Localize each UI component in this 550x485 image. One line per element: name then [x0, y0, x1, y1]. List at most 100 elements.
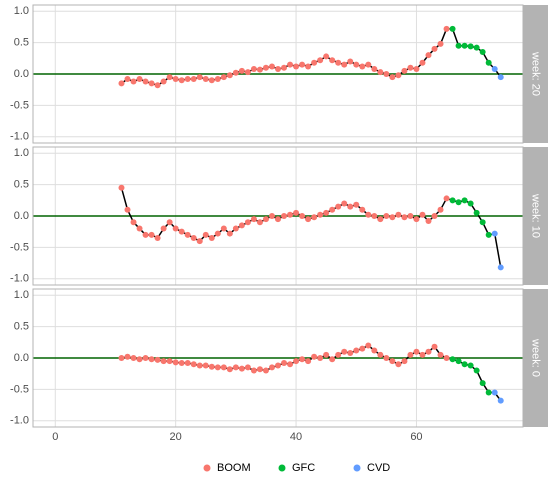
point [335, 59, 342, 66]
point [401, 67, 408, 74]
point [365, 342, 372, 349]
point [383, 355, 390, 361]
point [124, 206, 131, 213]
point [389, 74, 396, 81]
point [401, 214, 408, 221]
point [220, 74, 227, 81]
point [244, 69, 251, 76]
point [154, 234, 161, 241]
y-tick-label: 1.0 [14, 289, 29, 301]
point [443, 195, 450, 202]
y-tick-label: 0.5 [14, 37, 29, 49]
point [383, 71, 390, 77]
point [244, 219, 251, 226]
point [166, 74, 173, 81]
point [371, 347, 378, 354]
point [341, 61, 348, 68]
point [377, 351, 384, 358]
point [419, 351, 426, 358]
point [142, 78, 149, 85]
legend-marker [353, 464, 361, 472]
point [268, 63, 275, 70]
strip [523, 5, 548, 143]
point [395, 211, 402, 218]
point [293, 358, 300, 365]
y-tick-label: -0.5 [10, 99, 29, 111]
point [262, 216, 269, 223]
point [202, 231, 209, 238]
point [407, 213, 414, 219]
point [275, 65, 281, 72]
legend-label: GFC [292, 462, 315, 474]
point [449, 25, 456, 32]
x-tick-label: 20 [170, 431, 182, 443]
point [299, 213, 306, 219]
point [166, 358, 173, 365]
point [190, 234, 197, 241]
y-tick-label: 1.0 [14, 147, 29, 159]
point [479, 380, 486, 387]
point [455, 42, 462, 49]
point [449, 356, 456, 363]
point [142, 231, 149, 238]
point [359, 63, 366, 70]
point [467, 362, 474, 369]
point [262, 367, 269, 374]
point [437, 40, 444, 47]
point [455, 358, 462, 365]
point [202, 362, 209, 369]
point [467, 43, 474, 50]
point [317, 211, 324, 218]
point [371, 213, 378, 219]
point [419, 59, 426, 66]
point [473, 209, 480, 216]
point [184, 360, 191, 367]
point [425, 348, 432, 355]
point [425, 52, 432, 59]
point [118, 80, 125, 87]
point [124, 76, 131, 83]
point [431, 213, 438, 219]
point [473, 44, 480, 51]
point [449, 197, 456, 204]
point [497, 397, 504, 404]
point [281, 213, 288, 219]
point [353, 61, 360, 68]
line [493, 233, 502, 268]
x-tick-label: 0 [52, 431, 58, 443]
point [431, 343, 438, 350]
point [395, 361, 402, 368]
point [196, 238, 203, 245]
point [485, 389, 492, 396]
point [479, 219, 486, 226]
point [365, 61, 372, 68]
point [190, 361, 197, 368]
point [281, 64, 288, 71]
strip-label: week: 0 [530, 338, 542, 377]
point [130, 78, 137, 85]
point [341, 200, 348, 207]
point [287, 361, 294, 368]
point [250, 65, 257, 72]
point [178, 360, 185, 367]
y-tick-label: -0.5 [10, 383, 29, 395]
point [359, 345, 366, 352]
point [473, 367, 480, 374]
point [208, 234, 215, 241]
point [443, 25, 450, 32]
point [172, 225, 179, 232]
point [196, 362, 203, 369]
point [413, 348, 420, 355]
point [262, 64, 269, 71]
point [491, 230, 498, 237]
point [437, 206, 444, 213]
point [178, 77, 185, 84]
strip-label: week: 10 [530, 193, 542, 238]
legend-marker [203, 464, 211, 472]
point [244, 364, 251, 371]
point [287, 61, 294, 68]
point [250, 367, 257, 374]
point [136, 225, 143, 232]
point [401, 358, 408, 365]
point [485, 231, 492, 238]
